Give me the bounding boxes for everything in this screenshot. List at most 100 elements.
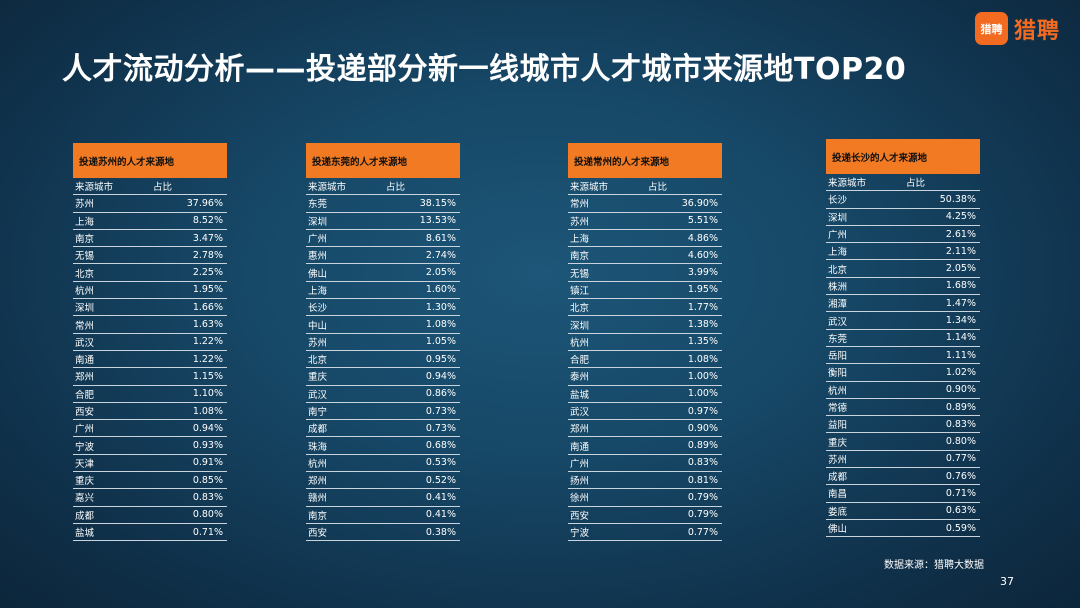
share-cell: 0.94%: [425, 370, 456, 382]
share-cell: 1.02%: [945, 366, 976, 378]
table-row: 南通 1.22%: [73, 351, 227, 369]
city-cell: 常州: [570, 199, 590, 211]
city-cell: 上海: [308, 285, 328, 297]
column-header-share: 占比: [153, 182, 173, 194]
share-cell: 2.74%: [425, 249, 456, 261]
table-row: 郑州 0.52%: [306, 472, 460, 490]
table-row: 成都 0.73%: [306, 420, 460, 438]
share-cell: 0.77%: [945, 453, 976, 465]
city-cell: 株洲: [828, 281, 848, 293]
share-cell: 0.94%: [192, 422, 223, 434]
table-row: 娄底 0.63%: [826, 503, 980, 520]
share-cell: 50.38%: [939, 193, 976, 205]
share-cell: 3.47%: [192, 232, 223, 244]
city-cell: 长沙: [308, 303, 328, 315]
table-row: 常州 36.90%: [568, 195, 722, 213]
table-row: 苏州 37.96%: [73, 195, 227, 213]
share-cell: 1.30%: [425, 301, 456, 313]
share-cell: 0.83%: [945, 418, 976, 430]
city-cell: 湘潭: [828, 299, 848, 311]
share-cell: 1.00%: [687, 370, 718, 382]
city-cell: 深圳: [828, 212, 848, 224]
share-cell: 2.05%: [425, 267, 456, 279]
table-row: 郑州 1.15%: [73, 368, 227, 386]
share-cell: 0.79%: [687, 509, 718, 521]
column-header-share: 占比: [386, 182, 406, 194]
city-cell: 常州: [75, 320, 95, 332]
share-cell: 1.08%: [687, 353, 718, 365]
table-row: 深圳 1.66%: [73, 299, 227, 317]
city-cell: 衡阳: [828, 368, 848, 380]
city-cell: 武汉: [75, 337, 95, 349]
column-header-city: 来源城市: [75, 182, 114, 194]
table-row: 杭州 0.90%: [826, 382, 980, 399]
logo-mark-text: 猎聘: [980, 22, 1003, 36]
city-cell: 北京: [75, 268, 95, 280]
city-cell: 苏州: [308, 337, 328, 349]
share-cell: 0.89%: [687, 440, 718, 452]
table-row: 中山 1.08%: [306, 316, 460, 334]
table-heading: 投递东莞的人才来源地: [306, 143, 460, 178]
share-cell: 8.61%: [425, 232, 456, 244]
table-row: 北京 2.05%: [826, 260, 980, 278]
table-row: 东莞 38.15%: [306, 195, 460, 213]
table-row: 衡阳 1.02%: [826, 364, 980, 382]
table-row: 成都 0.76%: [826, 468, 980, 486]
share-cell: 13.53%: [419, 215, 456, 227]
share-cell: 3.99%: [687, 267, 718, 279]
share-cell: 1.22%: [192, 336, 223, 348]
share-cell: 0.71%: [945, 487, 976, 499]
column-header-share: 占比: [648, 182, 668, 194]
city-cell: 郑州: [75, 372, 95, 384]
table-row: 苏州 0.77%: [826, 451, 980, 469]
share-cell: 0.77%: [687, 526, 718, 538]
share-cell: 1.60%: [425, 284, 456, 296]
table-row: 重庆 0.80%: [826, 433, 980, 451]
share-cell: 0.63%: [945, 505, 976, 517]
table-row: 盐城 0.71%: [73, 524, 227, 542]
share-cell: 4.60%: [687, 249, 718, 261]
share-cell: 0.59%: [945, 522, 976, 534]
city-cell: 北京: [570, 303, 590, 315]
share-cell: 5.51%: [687, 215, 718, 227]
table-row: 泰州 1.00%: [568, 368, 722, 386]
table-header-row: 来源城市 占比: [306, 178, 460, 196]
share-cell: 37.96%: [186, 197, 223, 209]
share-cell: 0.68%: [425, 440, 456, 452]
table-row: 苏州 1.05%: [306, 334, 460, 351]
share-cell: 0.95%: [425, 353, 456, 365]
logo-mark-icon: 猎聘: [975, 12, 1008, 45]
table-row: 长沙 50.38%: [826, 191, 980, 209]
city-cell: 东莞: [308, 199, 328, 211]
share-cell: 0.90%: [687, 422, 718, 434]
city-cell: 南昌: [828, 489, 848, 501]
table-heading: 投递常州的人才来源地: [568, 143, 722, 178]
table-heading: 投递长沙的人才来源地: [826, 139, 980, 174]
city-cell: 上海: [75, 216, 95, 228]
table-row: 南京 0.41%: [306, 507, 460, 524]
share-cell: 2.11%: [945, 245, 976, 257]
share-cell: 1.47%: [945, 297, 976, 309]
share-cell: 36.90%: [681, 197, 718, 209]
table-row: 南京 3.47%: [73, 230, 227, 248]
data-source: 数据来源：猎聘大数据: [884, 560, 984, 571]
share-cell: 0.85%: [192, 474, 223, 486]
share-cell: 1.08%: [192, 405, 223, 417]
table-row: 广州 0.83%: [568, 455, 722, 473]
table-row: 重庆 0.94%: [306, 368, 460, 386]
city-cell: 杭州: [75, 285, 95, 297]
city-cell: 重庆: [75, 476, 95, 488]
share-cell: 1.38%: [687, 319, 718, 331]
city-cell: 镇江: [570, 285, 590, 297]
city-cell: 西安: [308, 528, 328, 540]
table-header-row: 来源城市 占比: [73, 178, 227, 196]
share-cell: 1.11%: [945, 349, 976, 361]
table-row: 广州 2.61%: [826, 226, 980, 244]
share-cell: 1.34%: [945, 315, 976, 327]
city-cell: 西安: [75, 407, 95, 418]
share-cell: 1.66%: [192, 301, 223, 313]
table-row: 西安 1.08%: [73, 403, 227, 421]
table-row: 南昌 0.71%: [826, 485, 980, 503]
share-cell: 2.78%: [192, 249, 223, 261]
table-row: 武汉 1.34%: [826, 312, 980, 330]
